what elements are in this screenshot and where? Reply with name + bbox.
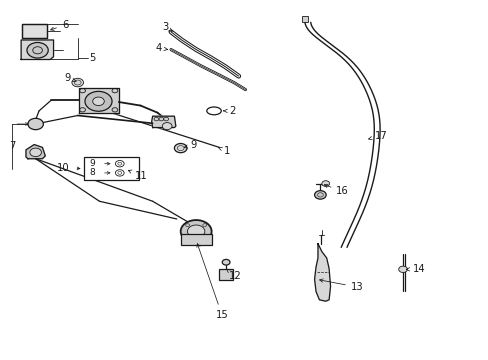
Text: 11: 11 <box>128 170 148 181</box>
Circle shape <box>85 91 112 111</box>
Circle shape <box>27 42 48 58</box>
Text: 10: 10 <box>57 163 69 173</box>
Circle shape <box>187 225 204 238</box>
Bar <box>219 269 233 280</box>
Circle shape <box>93 97 104 105</box>
Text: 6: 6 <box>51 20 68 30</box>
Text: 14: 14 <box>406 264 425 274</box>
Text: 17: 17 <box>368 131 387 141</box>
Polygon shape <box>26 145 45 159</box>
Bar <box>22 24 47 38</box>
Text: 1: 1 <box>218 146 230 156</box>
Circle shape <box>398 266 407 273</box>
Text: 4: 4 <box>155 43 167 53</box>
Circle shape <box>174 144 186 153</box>
Bar <box>301 16 308 22</box>
Polygon shape <box>314 244 330 301</box>
Bar <box>22 24 47 38</box>
Text: 9: 9 <box>64 73 76 83</box>
Text: 2: 2 <box>223 106 235 116</box>
Polygon shape <box>21 40 53 59</box>
Text: 7: 7 <box>10 141 16 151</box>
Text: 9: 9 <box>184 140 196 150</box>
Circle shape <box>30 148 41 157</box>
Circle shape <box>321 181 329 186</box>
Circle shape <box>222 260 229 265</box>
Polygon shape <box>151 116 176 127</box>
Text: 15: 15 <box>197 244 228 320</box>
Circle shape <box>180 220 211 243</box>
Text: 5: 5 <box>89 53 95 63</box>
Circle shape <box>28 118 43 130</box>
Bar <box>180 234 211 244</box>
Polygon shape <box>79 88 119 113</box>
Text: 3: 3 <box>162 22 172 32</box>
Circle shape <box>162 123 172 130</box>
Text: 13: 13 <box>319 279 363 292</box>
Text: 9: 9 <box>89 159 95 168</box>
Circle shape <box>72 78 83 87</box>
Text: 12: 12 <box>226 269 241 282</box>
Text: 8: 8 <box>89 168 95 177</box>
Bar <box>83 157 139 180</box>
Text: 16: 16 <box>324 184 348 196</box>
Circle shape <box>314 191 325 199</box>
